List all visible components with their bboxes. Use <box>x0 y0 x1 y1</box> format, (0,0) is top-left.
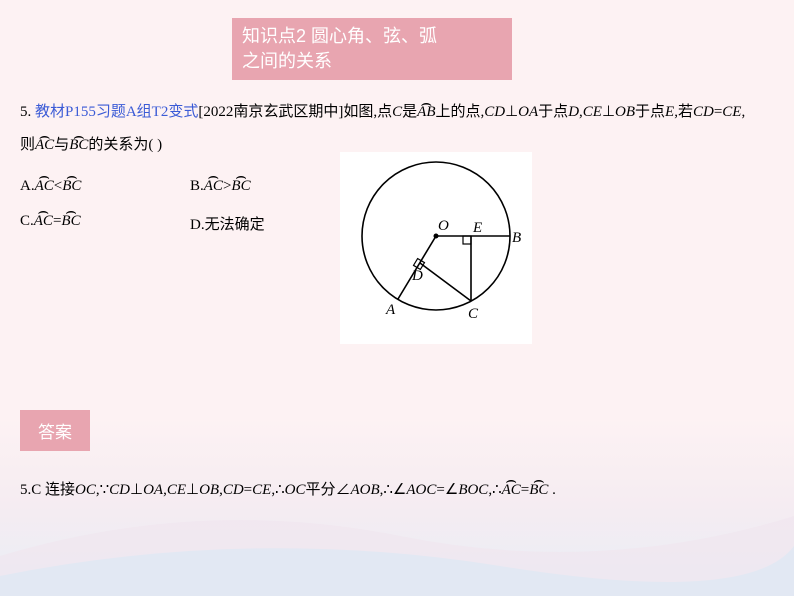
ans-AOC: AOC <box>406 482 436 498</box>
answer-label: 答案 <box>20 410 90 451</box>
topic-line1: 知识点2 圆心角、弦、弧 <box>242 26 437 46</box>
ans-eq1: = <box>244 482 252 498</box>
ans-OA: OA <box>143 482 163 498</box>
ans-eq3: = <box>521 482 529 498</box>
q-CEe: CE <box>722 104 741 120</box>
q-OA: OA <box>518 104 538 120</box>
optB-op: > <box>223 178 231 194</box>
q-perp1: ⊥ <box>505 104 518 120</box>
q-text3: 上的点, <box>435 104 484 120</box>
q-CDe: CD <box>693 104 714 120</box>
ans-BOC: BOC <box>458 482 488 498</box>
option-B: B.AC>BC <box>190 178 360 195</box>
q-text4: 于点 <box>538 104 568 120</box>
svg-text:C: C <box>468 306 479 322</box>
ans-OC: OC <box>75 482 96 498</box>
optA-pre: A. <box>20 178 35 194</box>
option-C: C.AC=BC <box>20 213 190 234</box>
option-A: A.AC<BC <box>20 178 190 195</box>
optB-pre: B. <box>190 178 204 194</box>
optC-left: AC <box>34 213 53 230</box>
question-source-ref: 教材P155习题A组T2变式 <box>35 104 198 120</box>
q-perp2: ⊥ <box>602 104 615 120</box>
optD-pre: D. <box>190 217 205 233</box>
optA-right: BC <box>62 178 81 195</box>
q-OB: OB <box>615 104 635 120</box>
question-number: 5. <box>20 104 35 120</box>
optC-pre: C. <box>20 213 34 229</box>
ans-c4: ,∴ <box>271 482 284 498</box>
svg-text:E: E <box>472 220 482 236</box>
geometry-diagram: O B A C D E <box>340 152 532 344</box>
ans-OC2: OC <box>285 482 306 498</box>
q-E: E <box>665 104 674 120</box>
svg-text:B: B <box>512 230 521 246</box>
answer-label-text: 答案 <box>38 423 72 442</box>
ans-CD2: CD <box>223 482 244 498</box>
q-D: D <box>568 104 579 120</box>
q-text2: 是 <box>402 104 417 120</box>
svg-text:O: O <box>438 218 449 234</box>
optC-right: BC <box>61 213 80 230</box>
svg-text:A: A <box>385 302 396 318</box>
topic-heading: 知识点2 圆心角、弦、弧 之间的关系 <box>232 18 512 80</box>
ans-eq2: =∠ <box>436 482 458 498</box>
topic-line2: 之间的关系 <box>242 51 332 71</box>
arc-BC: BC <box>69 129 88 162</box>
ans-p2: ⊥ <box>186 482 199 498</box>
optD-text: 无法确定 <box>205 217 265 233</box>
q-text1: 如图,点 <box>343 104 392 120</box>
ans-arcAC: AC <box>502 482 521 499</box>
q-text5: 于点 <box>635 104 665 120</box>
ans-CE2: CE <box>252 482 271 498</box>
ans-OB: OB <box>199 482 219 498</box>
q-comma3: , <box>741 104 745 120</box>
answer-block: 5.C 连接OC,∵CD⊥OA,CE⊥OB,CD=CE,∴OC平分∠AOB,∴∠… <box>20 478 780 499</box>
ans-dot: . <box>548 482 556 498</box>
q-comma2: ,若 <box>674 104 693 120</box>
ans-t1: 平分∠ <box>305 482 350 498</box>
arc-AB: AB <box>417 96 435 129</box>
ans-pre: 5.C 连接 <box>20 482 75 498</box>
optA-op: < <box>54 178 62 194</box>
optA-left: AC <box>35 178 54 195</box>
question-source: 2022南京玄武区期中 <box>203 104 338 120</box>
ans-p1: ⊥ <box>130 482 143 498</box>
svg-text:D: D <box>411 268 423 284</box>
ans-AOB: AOB <box>350 482 379 498</box>
q-line2pre: 则 <box>20 137 35 153</box>
ans-c1: ,∵ <box>96 482 109 498</box>
q-CD: CD <box>484 104 505 120</box>
optC-op: = <box>53 213 61 229</box>
ans-arcBC: BC <box>529 482 548 499</box>
q-C: C <box>392 104 402 120</box>
q-CE: CE <box>583 104 602 120</box>
options-block: A.AC<BC B.AC>BC C.AC=BC D.无法确定 <box>20 178 360 252</box>
ans-CE: CE <box>167 482 186 498</box>
q-text6: 的关系为( ) <box>88 137 162 153</box>
option-D: D.无法确定 <box>190 213 360 234</box>
ans-CD: CD <box>109 482 130 498</box>
optB-right: BC <box>231 178 250 195</box>
optB-left: AC <box>204 178 223 195</box>
ans-c6: ,∴ <box>488 482 501 498</box>
ans-c5: ,∴∠ <box>380 482 407 498</box>
arc-AC: AC <box>35 129 54 162</box>
q-and: 与 <box>54 137 69 153</box>
